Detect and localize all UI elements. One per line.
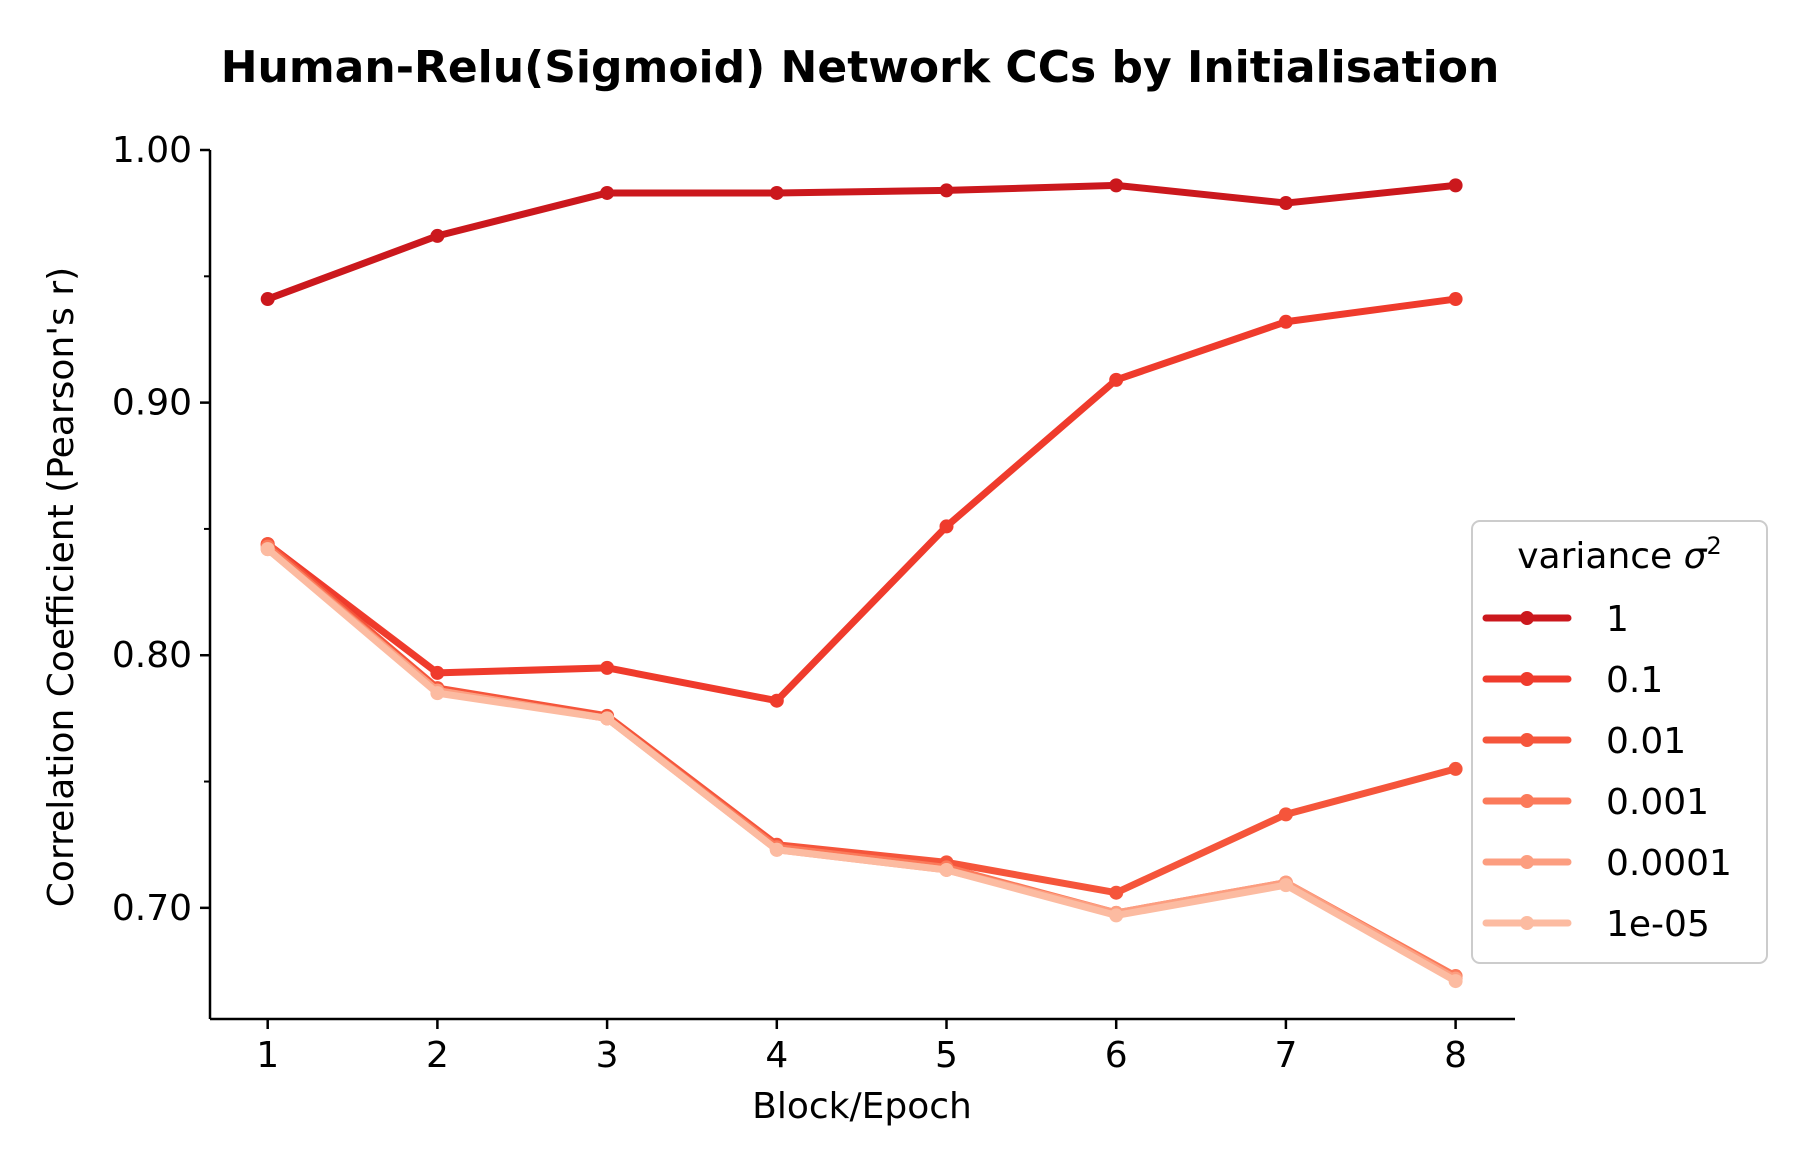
data-point [1278,807,1293,822]
data-point [769,185,784,200]
data-point [1448,178,1463,193]
x-axis-label: Block/Epoch [752,1086,972,1127]
legend: variance σ2 1 0.1 0.01 0.001 0.0001 1e-05 [1471,520,1768,964]
x-tick-label: 4 [765,1035,788,1076]
data-point [769,693,784,708]
legend-label: 0.0001 [1606,843,1732,884]
data-point [939,862,954,877]
legend-label: 0.001 [1606,782,1709,823]
y-tick-label: 0.90 [112,383,192,424]
data-point [1109,885,1124,900]
x-tick-label: 8 [1444,1035,1467,1076]
x-tick-label: 2 [426,1035,449,1076]
x-tick-label: 6 [1105,1035,1128,1076]
data-point [600,711,615,726]
series-1e-05 [260,542,1463,989]
legend-marker [1520,916,1534,930]
legend-box [1471,520,1768,964]
data-point [430,665,445,680]
y-tick-label: 0.80 [112,635,192,676]
series-line [264,545,1460,985]
x-tick-label: 1 [256,1035,279,1076]
data-point [939,183,954,198]
legend-entry: 0.001 [1482,782,1709,823]
legend-entry: 0.01 [1482,721,1686,762]
legend-label: 1e-05 [1606,904,1710,945]
series-line [264,181,1460,303]
legend-entry: 0.1 [1482,660,1663,701]
series-0.1 [260,292,1463,708]
series-layer [260,178,1463,989]
data-point [1109,372,1124,387]
legend-marker [1520,672,1534,686]
chart-title: Human-Relu(Sigmoid) Network CCs by Initi… [221,42,1500,93]
legend-title: variance σ2 [1517,532,1722,577]
legend-label: 0.01 [1606,721,1686,762]
series-line [264,295,1460,705]
series-line [264,540,1460,897]
data-point [769,842,784,857]
x-tick-label: 7 [1274,1035,1297,1076]
y-tick-label: 1.00 [112,130,192,171]
data-point [600,660,615,675]
data-point [1448,292,1463,307]
legend-label: 0.1 [1606,660,1663,701]
series-0.001 [260,539,1463,984]
x-tick-label: 5 [935,1035,958,1076]
series-1 [260,178,1463,307]
data-point [430,228,445,243]
axes: 1.00 0.90 0.80 0.70 1 2 3 4 5 6 7 8 [112,130,1515,1076]
data-point [430,686,445,701]
data-point [1109,178,1124,193]
data-point [600,185,615,200]
data-point [1448,761,1463,776]
legend-marker [1520,794,1534,808]
legend-entry: 1 [1482,599,1629,640]
y-tick-label: 0.70 [112,888,192,929]
legend-label: 1 [1606,599,1629,640]
series-0.01 [260,537,1463,900]
x-tick-label: 3 [596,1035,619,1076]
data-point [1109,908,1124,923]
legend-marker [1520,733,1534,747]
data-point [260,542,275,557]
data-point [1278,878,1293,893]
legend-marker [1520,855,1534,869]
data-point [1278,196,1293,211]
data-point [260,292,275,307]
data-point [939,519,954,534]
legend-marker [1520,611,1534,625]
data-point [1278,314,1293,329]
y-axis-label: Correlation Coefficient (Pearson's r) [41,267,82,907]
legend-entry: 0.0001 [1482,843,1732,884]
legend-entry: 1e-05 [1482,904,1710,945]
data-point [1448,974,1463,989]
